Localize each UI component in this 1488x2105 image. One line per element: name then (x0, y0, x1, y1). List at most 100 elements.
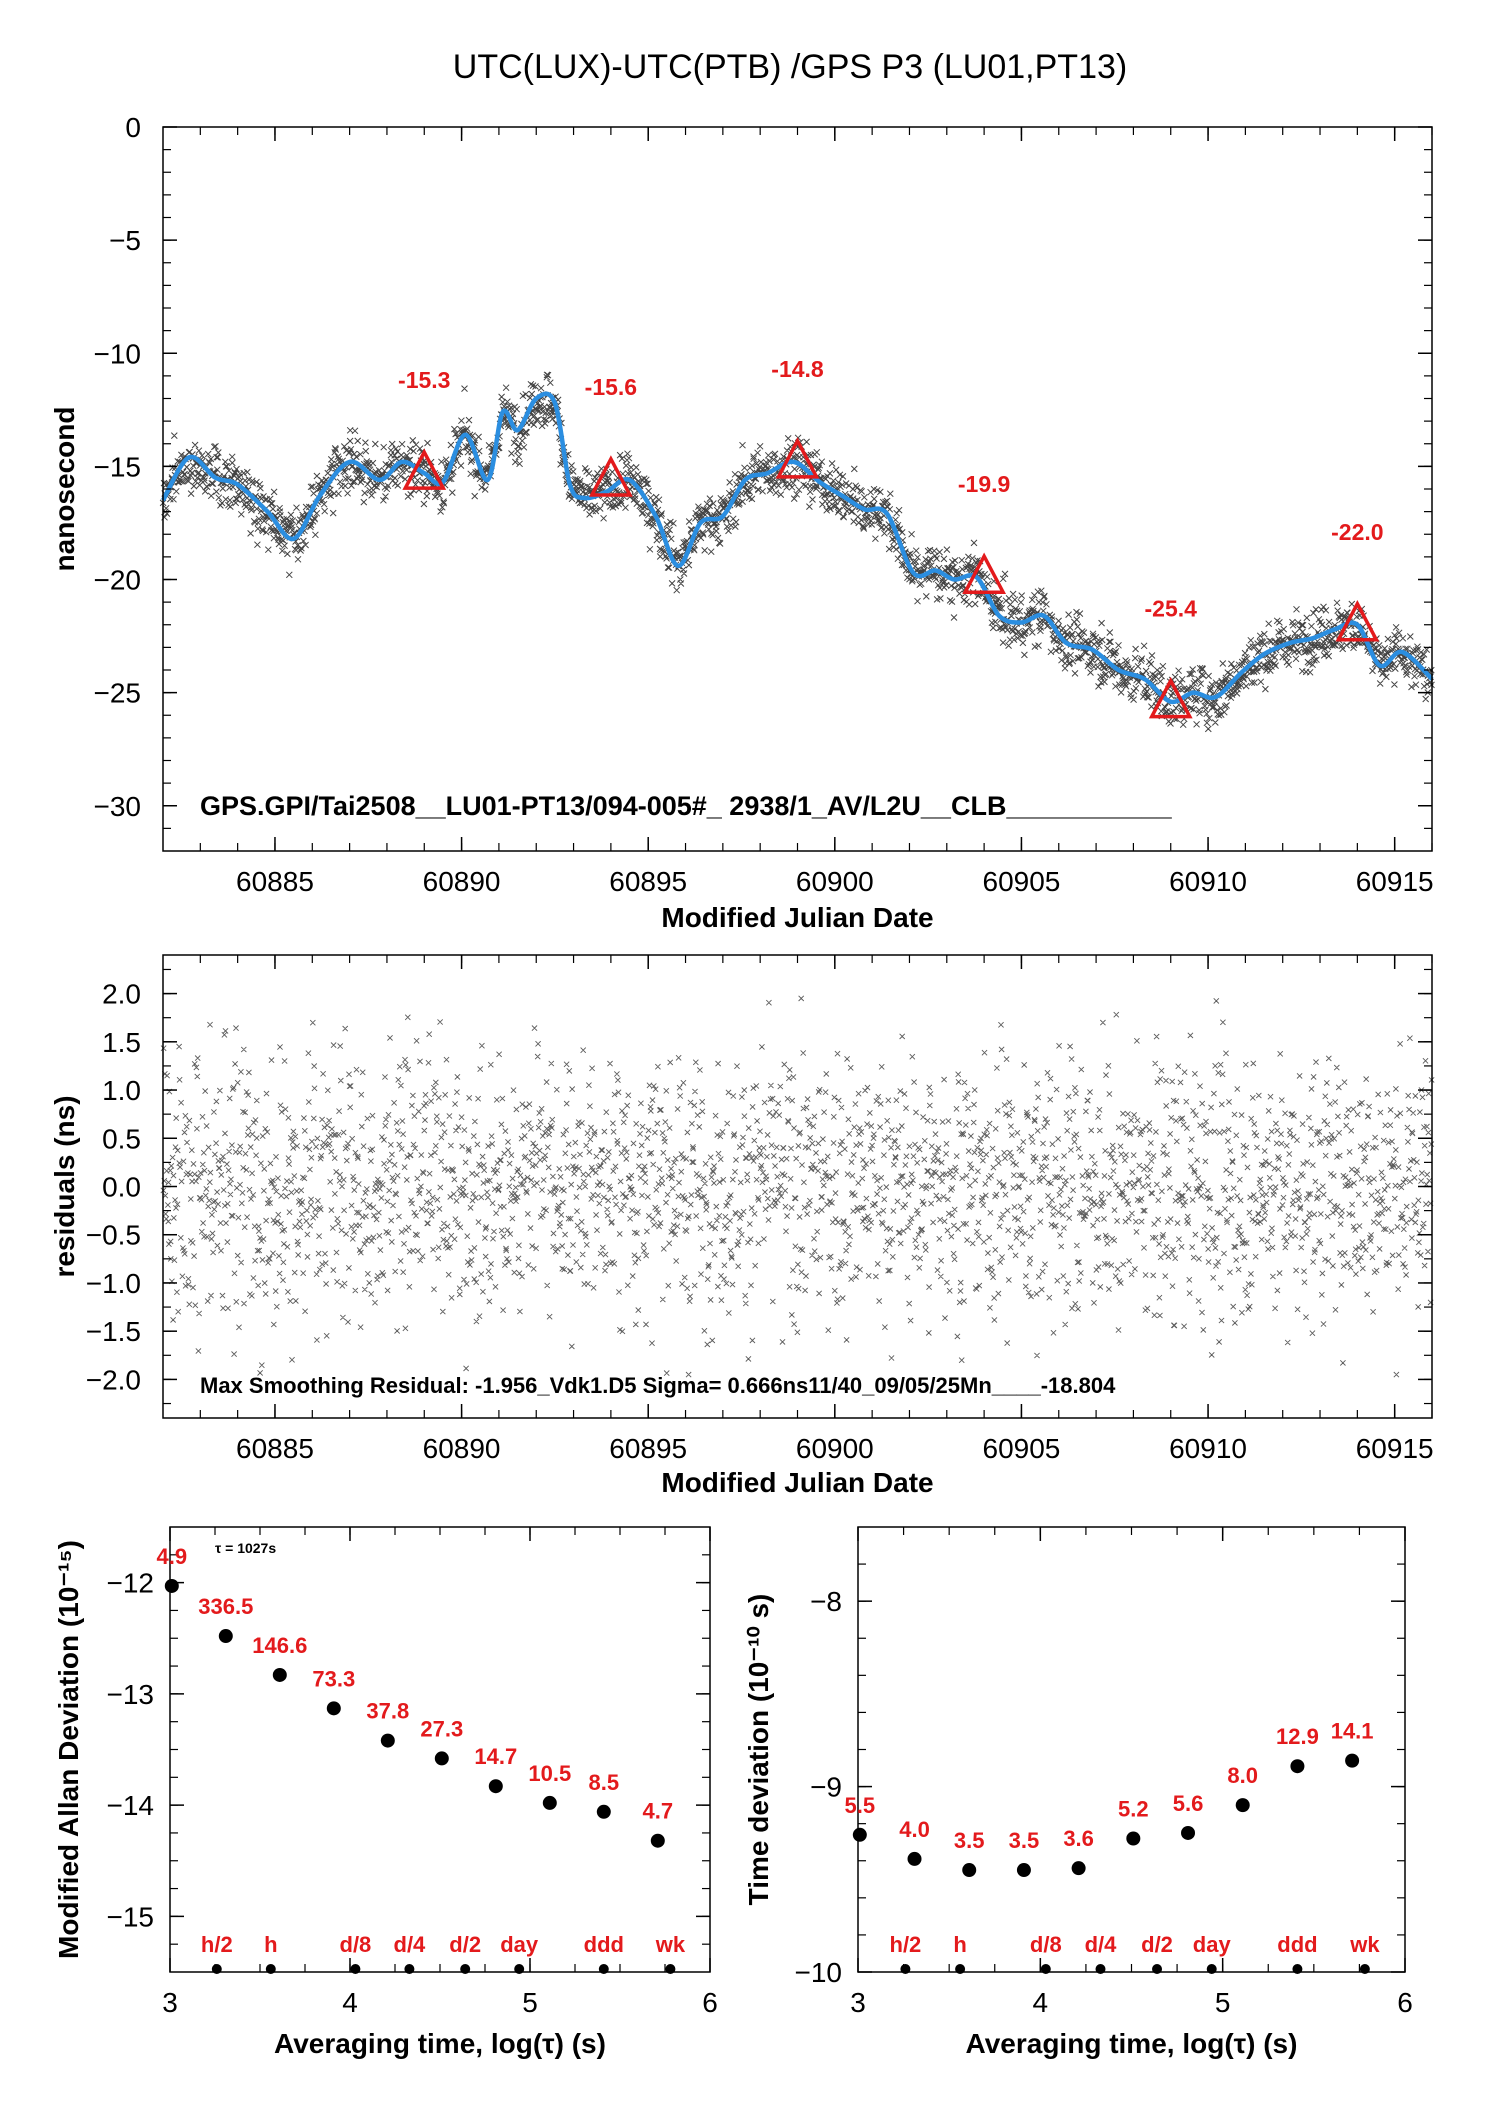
data-point (380, 1733, 395, 1748)
x-tick-label: 60905 (983, 1433, 1061, 1464)
x-tick-label: 5 (522, 1987, 538, 2018)
time-marker-dot (350, 1964, 361, 1974)
data-point (907, 1851, 922, 1866)
marker-label: -15.6 (585, 374, 637, 400)
data-point (1235, 1798, 1250, 1813)
data-point (326, 1701, 341, 1716)
point-label: 12.9 (1276, 1724, 1319, 1749)
data-point (1126, 1831, 1141, 1846)
point-label: 336.5 (198, 1594, 253, 1619)
y-tick-label: −5 (109, 225, 141, 256)
data-point (218, 1629, 233, 1644)
y-tick-label: 0.5 (102, 1123, 141, 1154)
time-marker-dot (514, 1964, 525, 1974)
time-marker-label: h/2 (890, 1932, 922, 1957)
y-tick-label: −1.0 (86, 1268, 141, 1299)
x-tick-label: 60890 (423, 1433, 501, 1464)
time-marker-dot (1206, 1964, 1217, 1974)
figure-title: UTC(LUX)-UTC(PTB) /GPS P3 (LU01,PT13) (453, 48, 1127, 86)
point-label: 3.5 (1009, 1828, 1040, 1853)
x-tick-label: 4 (1033, 1987, 1049, 2018)
marker-label: -25.4 (1145, 596, 1198, 622)
residuals-ticks: 60885 60890 60895 60900 60905 60910 60915 2.0 1.… (86, 955, 1434, 1464)
x-tick-label: 3 (850, 1987, 866, 2018)
time-marker-dot (955, 1964, 966, 1974)
x-tick-label: 60890 (423, 866, 501, 897)
tdev-points: 5.5 4.0 3.5 3.5 3.6 5.2 5.6 8.0 12.9 14.1 (845, 1719, 1374, 1878)
data-point (542, 1795, 557, 1810)
point-label: 8.5 (589, 1770, 620, 1795)
y-tick-label: −9 (810, 1772, 842, 1803)
tdev-ticks: 3 4 5 6 −8 −9 −10 (795, 1527, 1413, 2018)
time-marker-dot (1095, 1964, 1106, 1974)
triangle-marker (588, 455, 633, 497)
time-marker-label: d/4 (394, 1932, 427, 1957)
data-point (650, 1833, 665, 1848)
tdev-ylabel: Time deviation (10⁻¹⁰ s) (743, 1594, 774, 1906)
point-label: 10.5 (528, 1761, 571, 1786)
time-series-ylabel: nanosecond (49, 407, 80, 572)
x-tick-label: 3 (162, 1987, 178, 2018)
y-tick-label: −10 (795, 1957, 843, 1988)
x-tick-label: 60905 (983, 866, 1061, 897)
y-tick-label: −10 (94, 338, 142, 369)
triangle-marker (402, 448, 447, 490)
point-label: 4.0 (899, 1817, 930, 1842)
time-marker-dot (1359, 1964, 1370, 1974)
data-point (434, 1751, 449, 1766)
time-marker-label: ddd (1277, 1932, 1317, 1957)
time-marker-dot (665, 1964, 676, 1974)
time-marker-dot (598, 1964, 609, 1974)
x-tick-label: 60910 (1169, 1433, 1247, 1464)
point-label: 3.6 (1063, 1826, 1094, 1851)
triangle-marker (1335, 600, 1380, 642)
time-series-xlabel: Modified Julian Date (661, 902, 933, 933)
x-tick-label: 6 (702, 1987, 718, 2018)
x-tick-label: 60915 (1356, 1433, 1434, 1464)
y-tick-label: −0.5 (86, 1220, 141, 1251)
allan-points: 4.9 336.5 146.673.3 37.8 27.3 14.7 10.5 8.5 4.7 (157, 1544, 674, 1848)
triangle-marker (962, 552, 1007, 594)
y-tick-label: −14 (107, 1790, 155, 1821)
x-tick-label: 60885 (236, 1433, 314, 1464)
point-label: 73.3 (312, 1666, 355, 1691)
time-marker-label: d/2 (449, 1932, 481, 1957)
x-tick-label: 60900 (796, 866, 874, 897)
point-label: 4.9 (157, 1544, 188, 1569)
y-tick-label: 1.5 (102, 1027, 141, 1058)
allan-panel: 3 4 5 6 −12 −13 −14 −15 4.9 336.5 146.673.3 37.8 27… (53, 1526, 718, 2059)
point-label: 14.1 (1331, 1719, 1374, 1744)
marker-label: -14.8 (771, 356, 824, 382)
data-point (962, 1863, 977, 1878)
data-point (1181, 1825, 1196, 1840)
marker-label: -15.3 (398, 367, 450, 393)
time-marker-dot (900, 1964, 911, 1974)
time-marker-label: wk (655, 1932, 686, 1957)
time-marker-dot (1152, 1964, 1163, 1974)
tdev-time-markers: h/2 h d/8 d/4 d/2 day ddd wk (890, 1932, 1380, 1974)
triangle-marker (1148, 676, 1193, 719)
time-marker-dot (265, 1964, 276, 1974)
y-tick-label: 1.0 (102, 1075, 141, 1106)
point-label: 4.7 (643, 1799, 674, 1824)
time-series-panel: -15.3 -15.6 -14.8 -19.9 -25.4 -22.0 60885 6089… (49, 112, 1435, 933)
allan-ylabel: Modified Allan Deviation (10⁻¹⁵) (53, 1540, 84, 1959)
x-tick-label: 4 (342, 1987, 358, 2018)
data-point (164, 1578, 179, 1593)
data-point (1345, 1753, 1360, 1768)
x-tick-label: 60900 (796, 1433, 874, 1464)
x-tick-label: 5 (1215, 1987, 1231, 2018)
time-marker-dot (460, 1964, 471, 1974)
y-tick-label: −15 (107, 1901, 155, 1932)
point-label: 5.2 (1118, 1797, 1149, 1822)
residuals-xlabel: Modified Julian Date (661, 1467, 933, 1498)
y-tick-label: −15 (94, 451, 142, 482)
x-tick-label: 60895 (609, 866, 687, 897)
time-marker-label: ddd (584, 1932, 624, 1957)
time-marker-label: d/4 (1085, 1932, 1118, 1957)
time-marker-label: d/8 (1030, 1932, 1062, 1957)
smoothed-curve (161, 391, 1434, 705)
y-tick-label: −12 (107, 1568, 155, 1599)
